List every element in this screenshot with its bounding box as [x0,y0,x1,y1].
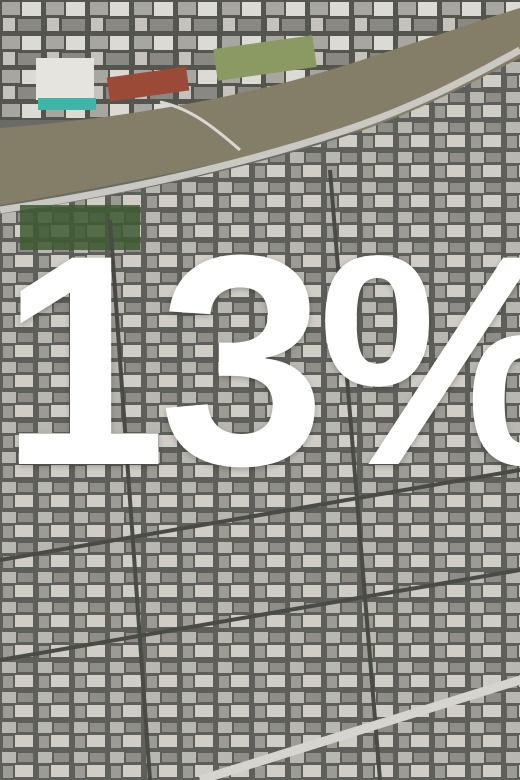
footbridge [159,100,241,152]
white-building [36,58,94,100]
pool [38,98,96,110]
river [0,8,520,205]
streets [0,169,520,780]
railway [198,675,520,780]
running-track [106,66,190,102]
sports-field [213,35,317,81]
headline-percentage: 13% [0,192,520,528]
park-trees [20,205,140,250]
expressway [0,46,520,214]
